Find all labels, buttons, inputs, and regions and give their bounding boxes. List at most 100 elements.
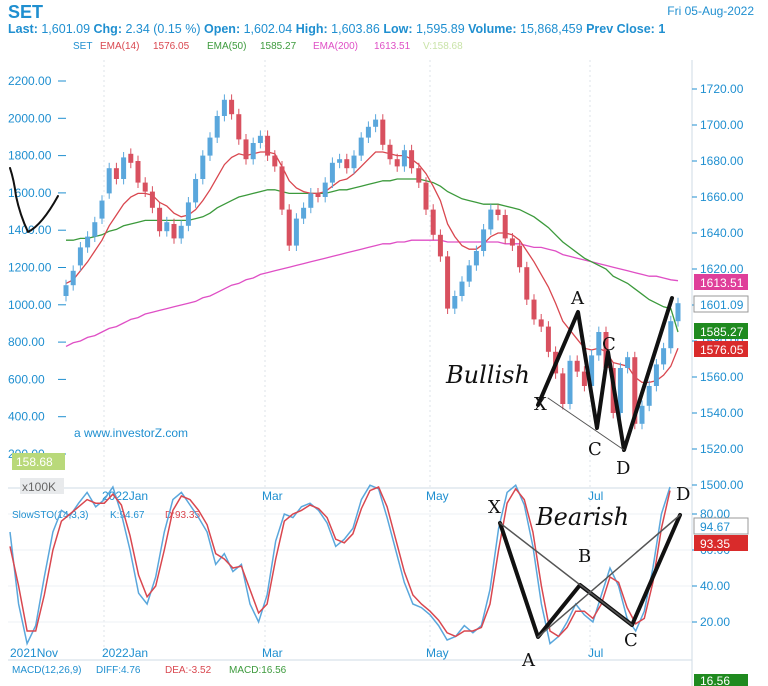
volume-tick-label: 1200.00 (8, 261, 52, 275)
candle-body (437, 234, 443, 257)
candle-body (77, 247, 83, 266)
macd-value: MACD:16.56 (229, 665, 287, 676)
badge-ema14 (694, 341, 748, 357)
candle-body (250, 143, 256, 160)
candle-body (531, 299, 537, 320)
bullish-a-label: A (570, 288, 585, 309)
candle-body (229, 99, 235, 115)
candle-body (286, 209, 292, 246)
candle-body (70, 270, 76, 286)
price-tick-label: 1560.00 (700, 370, 744, 384)
badge-last (693, 295, 749, 313)
bearish-a-label: A (521, 650, 536, 671)
price-x-label: Jul (588, 489, 603, 503)
candle-body (481, 229, 487, 251)
candle-body (142, 182, 148, 192)
price-tick-label: 1520.00 (700, 442, 744, 456)
candle-body (92, 222, 98, 237)
quote-header: SET Fri 05-Aug-2022 Last: 1,601.09 Chg: … (0, 0, 768, 40)
macd-dea: DEA:-3.52 (165, 665, 212, 676)
bullish-c-label: C (602, 334, 616, 355)
sto-tick-label: 40.00 (700, 579, 730, 593)
candle-body (365, 126, 371, 138)
volume-label: Volume: (468, 22, 517, 36)
candle-body (502, 215, 508, 239)
candle-body (149, 191, 155, 208)
candle-body (243, 139, 249, 160)
candle-body (488, 209, 494, 230)
sto-d-line (9, 486, 671, 638)
chg-label: Chg: (93, 22, 122, 36)
volume-tick-label: 2200.00 (8, 74, 52, 88)
bearish-c-label: C (624, 630, 638, 651)
quote-date: Fri 05-Aug-2022 (667, 4, 754, 18)
ema14-path (65, 151, 679, 384)
candle-body (668, 321, 674, 349)
sto-x-label: 2021Nov (10, 646, 58, 660)
price-tick-label: 1680.00 (700, 154, 744, 168)
macd-label: MACD(12,26,9) (12, 665, 81, 676)
bullish-x-label: X (534, 394, 547, 415)
bullish-b-label: C (588, 439, 602, 460)
candle-body (589, 355, 595, 386)
candle-body (257, 135, 263, 143)
badge-ema50-text: 1585.27 (700, 325, 744, 339)
candle-body (567, 360, 573, 404)
price-x-label: 2022Jan (102, 489, 148, 503)
candle-body (574, 360, 580, 372)
symbol-title: SET (8, 2, 44, 22)
badge-macd (694, 674, 748, 686)
bullish-xd-line (547, 397, 625, 451)
badge-k-text: 94.67 (700, 520, 730, 534)
bearish-label: Bearish (535, 503, 629, 531)
sto-x-label: Mar (262, 646, 283, 660)
candle-body (560, 373, 566, 404)
ema50-path (66, 178, 679, 333)
candle-body (495, 209, 501, 215)
candle-body (416, 168, 422, 183)
badge-d (694, 535, 748, 551)
candle-body (99, 200, 105, 219)
last-label: Last: (8, 22, 38, 36)
candle-body (113, 168, 119, 179)
candle-body (596, 332, 602, 356)
legend-ema200-value: 1613.51 (374, 41, 411, 52)
badge-macd-text: 16.56 (700, 674, 730, 686)
candle-body (373, 119, 379, 127)
sto-x-label: 2022Jan (102, 646, 148, 660)
candle-body (85, 236, 91, 248)
candle-body (358, 137, 364, 156)
price-tick-label: 1540.00 (700, 406, 744, 420)
sto-x-label: May (426, 646, 449, 660)
price-tick-label: 1700.00 (700, 118, 744, 132)
candle-body (135, 161, 141, 183)
candle-body (236, 114, 242, 140)
candle-body (632, 357, 638, 424)
candle-body (214, 116, 220, 138)
low-value: 1,595.89 (415, 22, 465, 36)
candle-body (423, 182, 429, 210)
badge-d-text: 93.35 (700, 537, 730, 551)
candle-body (445, 256, 451, 309)
candle-body (430, 209, 436, 235)
candle-body (351, 155, 357, 169)
candle-body (473, 251, 479, 266)
candle-body (193, 179, 199, 203)
candle-body (185, 202, 191, 226)
candle-body (653, 364, 659, 386)
bearish-cross-lines (499, 514, 681, 638)
watermark: a www.investorZ.com (74, 426, 188, 440)
volume-tick-label: 1000.00 (8, 298, 52, 312)
candle-body (459, 281, 465, 296)
volume-tick-label: 1600.00 (8, 186, 52, 200)
candle-body (625, 357, 631, 368)
candle-body (409, 150, 415, 169)
candle-body (337, 159, 343, 163)
candle-body (128, 153, 134, 163)
low-label: Low: (383, 22, 413, 36)
candle-body (452, 296, 458, 309)
candle-body (466, 265, 472, 282)
candle-body (171, 224, 177, 239)
price-tick-label: 1720.00 (700, 82, 744, 96)
